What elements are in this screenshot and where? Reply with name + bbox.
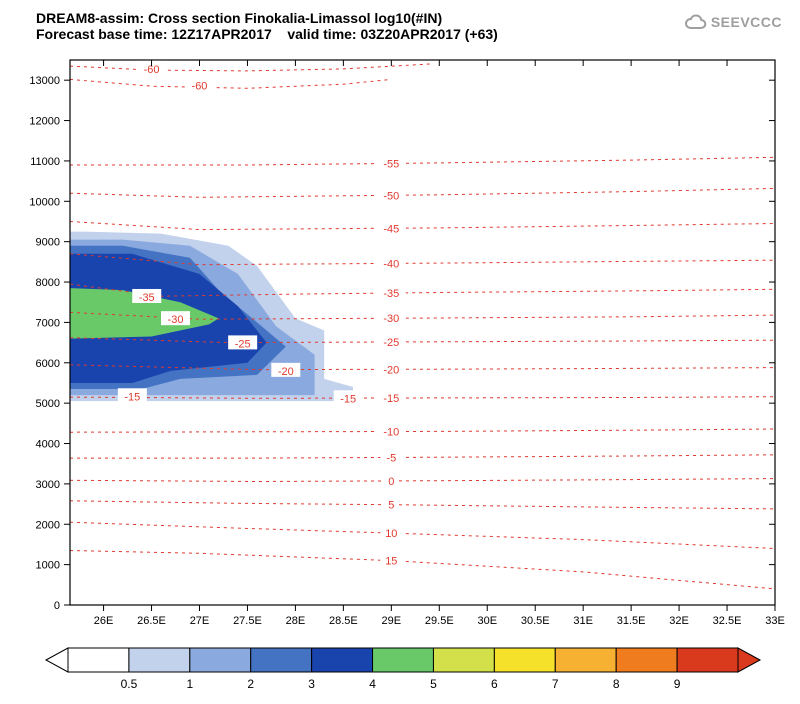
chart-container: { "title_line1": "DREAM8-assim: Cross se… [0, 0, 800, 704]
y-tick-label: 6000 [36, 358, 60, 370]
contour-label: -15 [383, 393, 399, 405]
contour-label: -5 [386, 452, 396, 464]
x-tick-label: 29.5E [425, 615, 454, 627]
x-tick-label: 29E [382, 615, 402, 627]
contour-label: -15 [124, 391, 140, 403]
colorbar-cell [555, 648, 616, 672]
x-tick-label: 26E [94, 615, 114, 627]
colorbar-label: 9 [674, 677, 681, 691]
colorbar-label: 8 [613, 677, 620, 691]
colorbar-label: 0.5 [121, 677, 138, 691]
contour-label: 15 [385, 556, 397, 568]
contour-label: -55 [383, 158, 399, 170]
colorbar-cell [677, 648, 738, 672]
x-tick-label: 31E [573, 615, 593, 627]
contour-label: -25 [235, 338, 251, 350]
contour-label: 5 [388, 500, 394, 512]
x-tick-label: 27E [190, 615, 210, 627]
colorbar-cell [68, 648, 129, 672]
x-tick-label: 31.5E [617, 615, 646, 627]
contour-label: 0 [388, 476, 394, 488]
contour-label: -50 [383, 190, 399, 202]
contour-label: -30 [168, 314, 184, 326]
colorbar-cell [129, 648, 190, 672]
colorbar-cell [251, 648, 312, 672]
colorbar-label: 1 [186, 677, 193, 691]
colorbar-cell [616, 648, 677, 672]
x-tick-label: 33E [765, 615, 785, 627]
contour-label: -35 [383, 288, 399, 300]
y-tick-label: 9000 [36, 237, 60, 249]
contour-label: -30 [383, 313, 399, 325]
colorbar-label: 7 [552, 677, 559, 691]
colorbar-label: 6 [491, 677, 498, 691]
contour-label: -20 [383, 364, 399, 376]
x-tick-label: 27.5E [233, 615, 262, 627]
y-tick-label: 1000 [36, 560, 60, 572]
colorbar-cell [433, 648, 494, 672]
contour-label: -25 [383, 337, 399, 349]
colorbar-cell [373, 648, 434, 672]
colorbar-label: 5 [430, 677, 437, 691]
y-tick-label: 3000 [36, 479, 60, 491]
contour-label: -45 [383, 223, 399, 235]
y-tick-label: 12000 [29, 116, 60, 128]
y-tick-label: 10000 [29, 196, 60, 208]
y-tick-label: 4000 [36, 439, 60, 451]
x-tick-label: 30.5E [521, 615, 550, 627]
x-tick-label: 32.5E [713, 615, 742, 627]
x-tick-label: 30E [477, 615, 497, 627]
x-tick-label: 32E [669, 615, 689, 627]
x-tick-label: 28E [286, 615, 306, 627]
contour-label: -15 [340, 393, 356, 405]
contour-label: -60 [192, 80, 208, 92]
colorbar-left-triangle [46, 648, 68, 672]
colorbar-right-triangle [738, 648, 760, 672]
colorbar-cell [190, 648, 251, 672]
colorbar-cell [312, 648, 373, 672]
y-tick-label: 0 [54, 600, 60, 612]
y-tick-label: 13000 [29, 75, 60, 87]
x-tick-label: 26.5E [137, 615, 166, 627]
contour-label: 10 [385, 528, 397, 540]
contour-label: -40 [383, 258, 399, 270]
colorbar-label: 2 [247, 677, 254, 691]
y-tick-label: 5000 [36, 398, 60, 410]
y-tick-label: 11000 [30, 156, 60, 168]
colorbar-label: 4 [369, 677, 376, 691]
y-tick-label: 2000 [36, 519, 60, 531]
cross-section-plot: 151050-5-10-15-20-25-30-35-40-45-50-55-6… [0, 0, 800, 704]
colorbar-cell [494, 648, 555, 672]
y-tick-label: 7000 [36, 317, 60, 329]
contour-label: -35 [139, 292, 155, 304]
x-tick-label: 28.5E [329, 615, 358, 627]
colorbar-label: 3 [308, 677, 315, 691]
contour-label: -10 [383, 427, 399, 439]
y-tick-label: 8000 [36, 277, 60, 289]
contour-label: -20 [278, 366, 294, 378]
